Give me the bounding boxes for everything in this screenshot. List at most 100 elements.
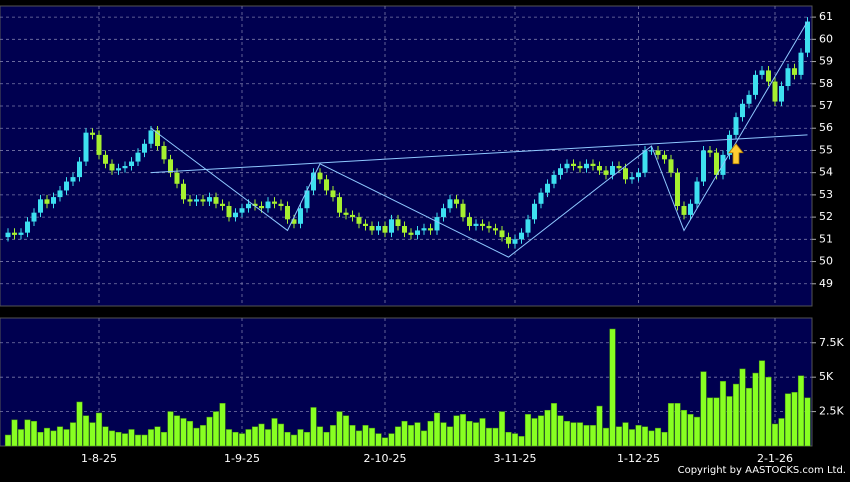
volume-bar (108, 430, 116, 447)
volume-bar (102, 426, 109, 447)
volume-bar (355, 430, 363, 447)
candle-body (181, 183, 186, 200)
candle-body (38, 199, 43, 213)
candle-body (486, 226, 492, 229)
candle-body (447, 199, 453, 209)
candle-body (460, 203, 466, 218)
candle-body (688, 203, 693, 215)
volume-bar (745, 387, 753, 447)
volume-bar (797, 375, 805, 447)
volume-bar (50, 430, 57, 447)
candle-body (317, 172, 323, 180)
volume-bar (121, 433, 129, 447)
candle-body (233, 212, 238, 218)
volume-bar (17, 429, 25, 447)
volume-bar (518, 436, 525, 447)
candle-body (798, 52, 804, 75)
candle-body (636, 172, 641, 178)
volume-bar (342, 415, 350, 447)
volume-bar (251, 426, 259, 447)
candle-body (571, 163, 576, 166)
volume-bar (576, 422, 584, 447)
volume-bar (427, 420, 434, 447)
volume-bar (479, 418, 486, 447)
candle-body (142, 143, 147, 153)
y-tick-label: 52 (819, 210, 833, 223)
candle-body (389, 219, 394, 233)
y-tick-label: 5K (819, 370, 834, 383)
candle-body (577, 166, 583, 169)
candle-body (655, 150, 661, 155)
candle-body (766, 70, 771, 82)
volume-bar (82, 415, 90, 447)
candle-body (252, 203, 258, 206)
volume-bar (804, 397, 811, 447)
volume-bar (492, 427, 499, 447)
volume-bar (459, 414, 467, 447)
volume-bar (414, 422, 421, 447)
candle-body (701, 150, 706, 182)
volume-bar (134, 434, 142, 447)
volume-bar (498, 411, 506, 447)
volume-bar (43, 427, 51, 447)
volume-bar (37, 431, 44, 447)
candle-body (135, 152, 141, 162)
candle-body (584, 163, 589, 169)
volume-bar (30, 420, 38, 447)
volume-bar (446, 426, 454, 447)
volume-bar (485, 427, 493, 447)
candle-body (395, 219, 401, 226)
candle-body (116, 168, 121, 171)
volume-bar (505, 431, 512, 447)
candle-body (161, 146, 167, 160)
volume-bar (69, 422, 77, 447)
candle-body (408, 232, 414, 235)
candle-body (805, 21, 810, 53)
volume-bar (128, 429, 135, 447)
candle-body (545, 183, 550, 193)
y-tick-label: 59 (819, 55, 833, 68)
volume-bar (609, 328, 616, 447)
candle-body (304, 190, 310, 209)
volume-bar (472, 422, 480, 447)
candle-body (272, 201, 277, 204)
candle-body (785, 68, 791, 86)
y-tick-label: 58 (819, 77, 833, 90)
candle-body (525, 219, 531, 233)
candle-body (727, 134, 732, 155)
volume-bar (674, 403, 681, 447)
volume-bar (336, 411, 343, 447)
candle-body (298, 208, 303, 224)
candle-body (77, 161, 82, 178)
volume-bar (115, 431, 122, 447)
candle-body (499, 230, 505, 238)
candle-body (694, 181, 700, 204)
volume-bar (700, 371, 707, 447)
candle-body (90, 132, 95, 135)
candle-body (356, 217, 362, 224)
y-tick-label: 51 (819, 232, 833, 245)
y-tick-label: 55 (819, 143, 833, 156)
volume-bar (628, 429, 636, 447)
candle-body (122, 166, 128, 169)
candle-body (779, 86, 784, 102)
volume-bar (557, 415, 564, 447)
candle-body (538, 192, 544, 204)
volume-bar (11, 419, 18, 447)
volume-bar (63, 429, 70, 447)
candle-body (668, 159, 674, 173)
volume-bar (245, 429, 252, 447)
y-tick-label: 54 (819, 166, 833, 179)
volume-bar (713, 397, 720, 447)
candle-body (746, 94, 752, 104)
volume-bar (693, 416, 701, 447)
volume-bar (537, 415, 545, 447)
volume-bar (407, 425, 415, 447)
volume-bar (654, 427, 662, 447)
y-tick-label: 57 (819, 99, 833, 112)
volume-bar (238, 433, 246, 447)
candle-body (25, 221, 30, 233)
volume-bar (511, 433, 519, 447)
candle-body (174, 172, 180, 184)
candle-body (434, 217, 440, 231)
